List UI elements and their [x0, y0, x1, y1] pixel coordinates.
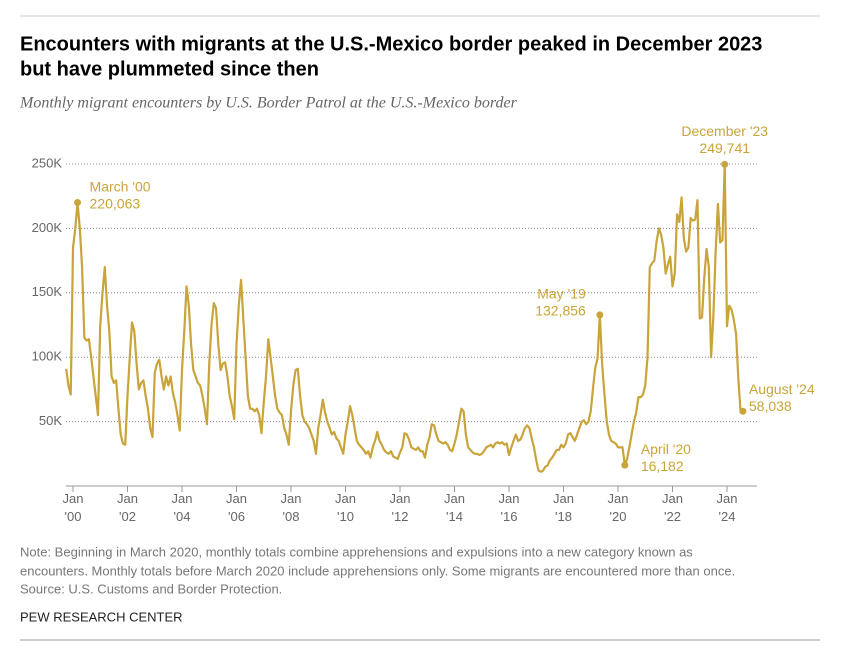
annotation-label: March '00	[90, 178, 151, 194]
subtitle: Monthly migrant encounters by U.S. Borde…	[19, 95, 518, 112]
annotation-label: August '24	[749, 381, 815, 397]
annotation-value: 249,741	[699, 140, 750, 156]
x-tick-label: Jan '12	[390, 491, 411, 524]
x-tick-label: Jan '16	[499, 491, 520, 524]
annotation-value: 220,063	[90, 195, 141, 211]
annotation-label: December '23	[681, 123, 768, 139]
x-tick-label: Jan '24	[717, 491, 738, 524]
line	[65, 163, 744, 473]
chart-title: but have plummeted since then	[20, 58, 319, 80]
note: Source: U.S. Customs and Border Protecti…	[20, 581, 282, 596]
x-tick-label: Jan '02	[117, 491, 138, 524]
x-tick-label: Jan '06	[226, 491, 247, 524]
annotation-dot	[621, 461, 629, 469]
annotation-value: 132,856	[535, 303, 586, 319]
annotation-dot	[596, 311, 604, 319]
y-tick-label: 200K	[32, 220, 63, 235]
x-tick-label: Jan '22	[662, 491, 683, 524]
x-tick-label: Jan '08	[281, 491, 302, 524]
note: encounters. Monthly totals before March …	[20, 563, 735, 578]
annotation-value: 58,038	[749, 398, 792, 414]
x-tick-label: Jan '18	[553, 491, 574, 524]
chart-title: Encounters with migrants at the U.S.-Mex…	[20, 33, 762, 55]
y-tick-label: 250K	[32, 155, 63, 170]
annotation-dot	[721, 160, 729, 168]
y-tick-label: 100K	[32, 349, 63, 364]
annotation-value: 16,182	[641, 458, 684, 474]
annotation-dot	[74, 199, 82, 207]
x-tick-label: Jan '14	[444, 491, 465, 524]
annotation-dot	[739, 407, 747, 415]
x-tick-label: Jan '00	[63, 491, 84, 524]
y-tick-label: 50K	[39, 413, 62, 428]
annotation-label: May '19	[537, 286, 586, 302]
x-tick-label: Jan '10	[335, 491, 356, 524]
annotation-label: April '20	[641, 441, 691, 457]
y-tick-label: 150K	[32, 284, 63, 299]
note: Note: Beginning in March 2020, monthly t…	[20, 544, 693, 559]
x-tick-label: Jan '04	[172, 491, 193, 524]
x-tick-label: Jan '20	[608, 491, 629, 524]
source: PEW RESEARCH CENTER	[20, 609, 183, 624]
